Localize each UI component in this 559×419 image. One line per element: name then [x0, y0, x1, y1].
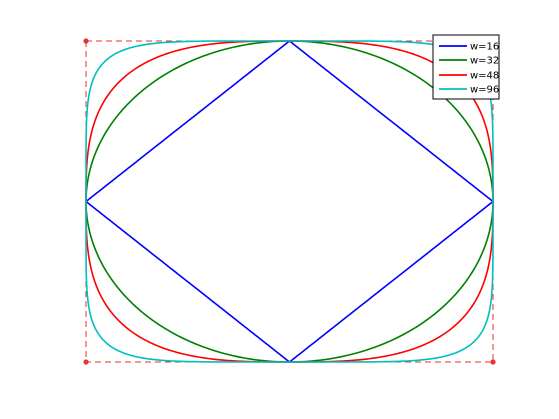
legend-entry-w96: w=96 — [439, 85, 499, 96]
legend-entry-w32: w=32 — [439, 56, 499, 67]
bounding-square-corner-marker — [490, 359, 496, 365]
legend-label: w=32 — [470, 56, 499, 67]
bounding-square-corner-marker — [83, 38, 89, 44]
legend: w=16 w=32 w=48 w=96 — [432, 34, 500, 100]
legend-entry-w16: w=16 — [439, 42, 499, 53]
legend-label: w=96 — [470, 85, 499, 96]
legend-label: w=48 — [470, 71, 499, 82]
legend-label: w=16 — [470, 42, 499, 53]
legend-entry-w48: w=48 — [439, 71, 499, 82]
bounding-square-corner-marker — [83, 359, 89, 365]
